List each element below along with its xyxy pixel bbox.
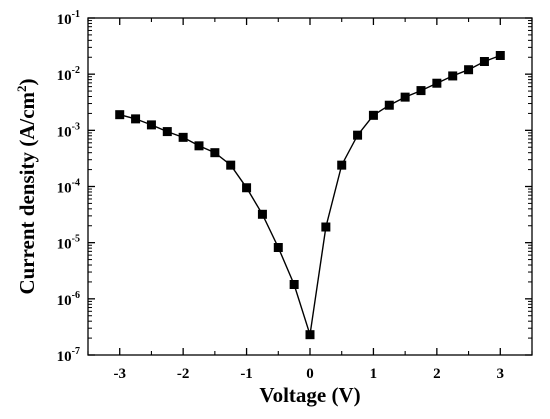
data-point: [464, 65, 474, 75]
x-tick-label: 2: [433, 366, 441, 382]
y-tick-label: 10-5: [57, 234, 80, 253]
data-point: [416, 86, 426, 96]
y-tick-label: 10-3: [57, 121, 80, 140]
data-point: [289, 279, 299, 289]
y-tick-label: 10-1: [57, 9, 80, 28]
data-point: [162, 127, 172, 137]
data-point: [115, 110, 125, 120]
y-axis-title-superscript: 2: [14, 85, 29, 92]
data-point: [305, 330, 315, 340]
ticks-layer: [87, 17, 533, 356]
data-point: [242, 183, 252, 193]
data-point: [368, 110, 378, 120]
data-point: [257, 209, 267, 219]
data-point: [432, 78, 442, 88]
data-point: [321, 222, 331, 232]
y-axis-title-close: ): [15, 78, 39, 85]
y-tick-label: 10-6: [57, 290, 80, 309]
y-tick-label: 10-2: [57, 65, 80, 84]
y-axis-title-main: Current density (A/cm: [15, 91, 39, 294]
tick-labels-layer: -3 -2 -1 0 1 2 3 10-7 10-6 10-5 10-4 10-3 10-2 10-1: [57, 9, 504, 382]
x-axis-title: Voltage (V): [259, 383, 360, 407]
data-point: [337, 160, 347, 170]
series-line: [119, 54, 501, 335]
data-point: [178, 132, 188, 142]
x-tick-label: -1: [240, 366, 253, 382]
y-axis-title: Current density (A/cm2): [14, 78, 39, 294]
x-tick-label: 1: [370, 366, 378, 382]
data-point: [495, 50, 505, 60]
data-point: [384, 100, 394, 110]
data-point: [146, 120, 156, 130]
x-tick-label: 3: [497, 366, 505, 382]
data-point: [194, 141, 204, 151]
y-tick-label: 10-7: [57, 346, 80, 365]
data-point: [479, 57, 489, 67]
data-point: [400, 92, 410, 102]
data-point: [273, 243, 283, 253]
data-point: [353, 130, 363, 140]
x-tick-label: -2: [177, 366, 190, 382]
x-tick-label: 0: [306, 366, 314, 382]
x-tick-label: -3: [113, 366, 126, 382]
series-layer: [115, 50, 505, 340]
data-point: [210, 148, 220, 158]
data-point: [131, 114, 141, 124]
data-point: [448, 71, 458, 81]
y-tick-label: 10-4: [57, 178, 80, 197]
data-point: [226, 160, 236, 170]
plot-frame: [87, 17, 533, 356]
